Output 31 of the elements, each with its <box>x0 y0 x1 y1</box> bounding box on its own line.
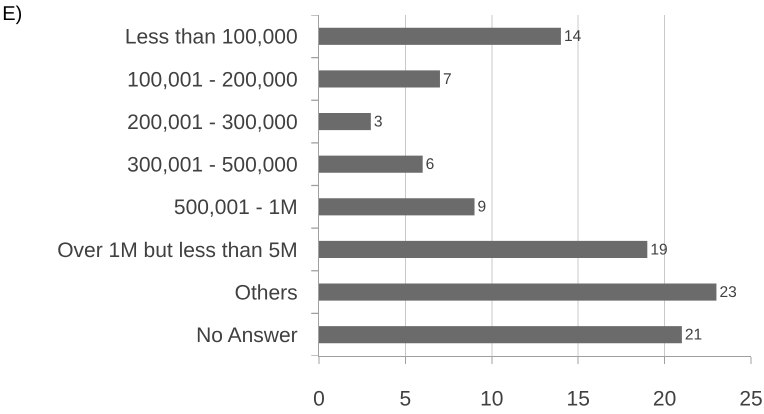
data-label: 14 <box>564 28 582 46</box>
y-tick-label: Others <box>234 281 298 304</box>
bar <box>319 284 716 301</box>
bar <box>319 28 561 45</box>
bar <box>319 70 440 88</box>
bar <box>319 113 371 130</box>
data-label: 9 <box>478 198 486 216</box>
data-label: 21 <box>684 326 702 344</box>
bar <box>319 240 648 258</box>
data-label: 23 <box>719 284 737 301</box>
x-tick-label: 5 <box>400 387 412 410</box>
y-tick-label: Less than 100,000 <box>124 26 298 49</box>
data-label: 7 <box>442 70 452 88</box>
x-tick-label: 25 <box>739 387 763 410</box>
y-tick-label: 200,001 - 300,000 <box>127 110 298 134</box>
bar <box>319 198 475 216</box>
y-tick-label: 300,001 - 500,000 <box>127 154 298 177</box>
bar <box>319 156 423 173</box>
y-tick-label: 500,001 - 1M <box>174 196 298 220</box>
y-tick-label: Over 1M but less than 5M <box>57 238 298 262</box>
x-tick-label: 20 <box>652 387 676 410</box>
x-tick-label: 15 <box>566 387 590 410</box>
data-label: 6 <box>426 156 434 174</box>
data-label: 19 <box>650 241 668 258</box>
data-label: 3 <box>374 113 382 130</box>
y-tick-label: 100,001 - 200,000 <box>127 68 298 92</box>
y-tick-label: No Answer <box>196 324 298 348</box>
bar <box>319 326 682 344</box>
text: E) <box>2 3 22 26</box>
x-tick-label: 10 <box>480 387 504 410</box>
x-tick-label: 0 <box>313 387 325 410</box>
